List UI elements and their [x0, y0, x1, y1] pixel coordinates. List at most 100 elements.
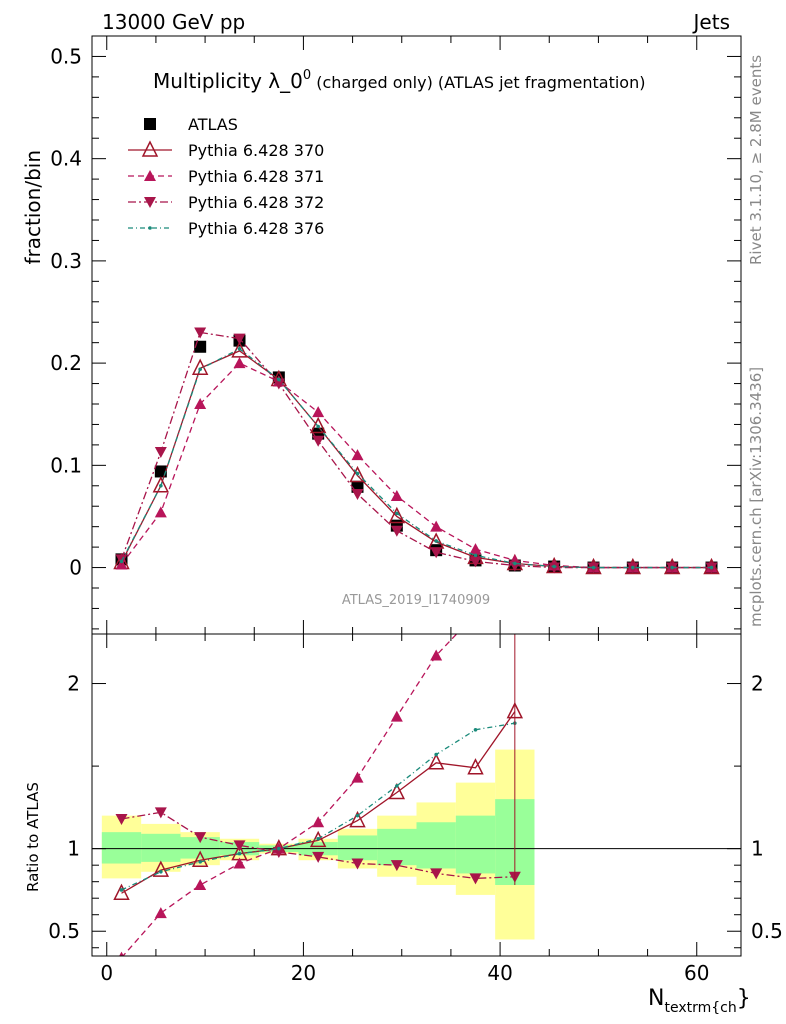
- pythia-371-point: [351, 771, 364, 783]
- series-line: [120, 350, 712, 569]
- pythia-376-point: [473, 553, 478, 558]
- x-axis-label-tail: }: [737, 986, 751, 1011]
- pythia-372-point: [144, 197, 156, 208]
- legend-label: Pythia 6.428 372: [188, 193, 324, 212]
- x-tick-label: 60: [684, 961, 709, 985]
- pythia-371-point: [119, 951, 124, 956]
- pythia-376-point: [316, 424, 320, 429]
- pythia-371-point: [194, 878, 207, 890]
- x-axis-label-main: N: [648, 986, 664, 1011]
- pythia-371-point: [154, 907, 167, 919]
- pythia-370-point: [152, 860, 170, 877]
- pythia-376-point: [159, 869, 163, 874]
- ratio-y-tick-label-right: 0.5: [751, 919, 783, 943]
- series-line: [120, 331, 712, 569]
- pythia-376-point: [355, 813, 360, 818]
- pythia-372-point: [194, 327, 207, 339]
- pythia-376-point: [709, 565, 714, 570]
- series-line: [120, 348, 712, 569]
- pythia-376-point: [631, 565, 635, 570]
- ratio-y-tick-label-right: 2: [751, 672, 764, 696]
- pythia-371-point: [430, 520, 443, 532]
- pythia-372-point: [312, 851, 325, 863]
- pythia-376-point: [434, 539, 438, 543]
- pythia-372-point: [115, 813, 128, 825]
- stat-uncertainty-band: [337, 835, 378, 861]
- x-tick-label: 0: [100, 961, 113, 985]
- pythia-370-point: [388, 782, 406, 800]
- x-tick-label: 40: [487, 961, 512, 985]
- pythia-372-point: [272, 846, 285, 858]
- pythia-372-point: [194, 832, 207, 844]
- pythia-370-point: [231, 341, 248, 358]
- pythia-376-point: [237, 851, 242, 856]
- chart-title-rest: (charged only) (ATLAS jet fragmentation): [311, 73, 645, 92]
- pythia-376-point: [395, 784, 399, 788]
- y-tick-label: 0.2: [50, 351, 82, 375]
- legend-label: Pythia 6.428 371: [188, 167, 324, 186]
- pythia-372-point: [390, 525, 403, 537]
- pythia-370-point: [349, 810, 366, 828]
- pythia-376-point: [434, 752, 438, 757]
- legend-label: ATLAS: [188, 115, 238, 134]
- pythia-372-point: [469, 556, 482, 568]
- pythia-376-point: [670, 565, 674, 570]
- pythia-371-point: [194, 398, 207, 409]
- pythia-372-point: [233, 333, 246, 345]
- legend: ATLAS Pythia 6.428 370 Pythia 6.428 371 Pyt…: [128, 115, 324, 238]
- pythia-370-point: [427, 753, 445, 770]
- pythia-371-point: [144, 170, 156, 181]
- x-axis-label: Ntextrm{ch}: [648, 986, 751, 1016]
- pythia-371-point: [469, 543, 482, 555]
- stat-uncertainty-band: [141, 833, 181, 862]
- pythia-376-point: [473, 727, 478, 732]
- ratio-panel-frame: [91, 633, 742, 957]
- pythia-372-point: [272, 378, 285, 390]
- y-tick-label: 0.3: [50, 249, 82, 273]
- pythia-371-point: [312, 816, 325, 828]
- pythia-370-point: [191, 358, 209, 375]
- pythia-376-point: [277, 846, 281, 851]
- pythia-370-point: [467, 758, 484, 775]
- pythia-376-point: [119, 888, 124, 892]
- pythia-376-point: [237, 347, 242, 351]
- pythia-370-point: [152, 476, 170, 493]
- ratio-series-line: [122, 634, 458, 956]
- y-axis-label-main: fraction/bin: [21, 150, 45, 265]
- atlas-data-point: [194, 340, 207, 353]
- legend-label: Pythia 6.428 376: [188, 219, 324, 238]
- pythia-370-point: [349, 465, 366, 483]
- y-tick-label: 0: [69, 556, 82, 580]
- pythia-376-point: [552, 564, 556, 569]
- pythia-376-point: [198, 367, 202, 372]
- pythia-371-point: [351, 449, 364, 461]
- pythia-370-point: [141, 140, 159, 157]
- pythia-371-point: [233, 857, 246, 869]
- pythia-376-point: [119, 559, 124, 564]
- pythia-376-point: [591, 565, 596, 570]
- pythia-372-point: [430, 868, 443, 880]
- pythia-370-point: [191, 850, 209, 867]
- pythia-371-point: [312, 406, 325, 418]
- ratio-series-group: [113, 634, 524, 956]
- ratio-series-line: [121, 811, 515, 880]
- chart-title: Multiplicity λ_00 (charged only) (ATLAS …: [153, 68, 645, 93]
- atlas-data-point: [144, 118, 156, 130]
- legend-label: Pythia 6.428 370: [188, 141, 324, 160]
- stat-uncertainty-band: [180, 837, 220, 859]
- pythia-376-point: [513, 561, 517, 566]
- pythia-372-point: [154, 807, 167, 819]
- ratio-y-tick-label: 1: [67, 837, 80, 861]
- pythia-372-point: [233, 840, 246, 852]
- pythia-376-point: [316, 836, 320, 841]
- pythia-372-point: [430, 547, 443, 559]
- pythia-376-point: [148, 226, 152, 230]
- pythia-371-point: [233, 357, 246, 369]
- side-text-bottom: mcplots.cern.ch [arXiv:1306.3436]: [747, 367, 765, 627]
- y-tick-label: 0.4: [50, 147, 82, 171]
- pythia-370-point: [113, 883, 130, 901]
- pythia-376-point: [355, 471, 360, 476]
- pythia-371-point: [390, 490, 403, 501]
- header-left: 13000 GeV pp: [102, 10, 245, 34]
